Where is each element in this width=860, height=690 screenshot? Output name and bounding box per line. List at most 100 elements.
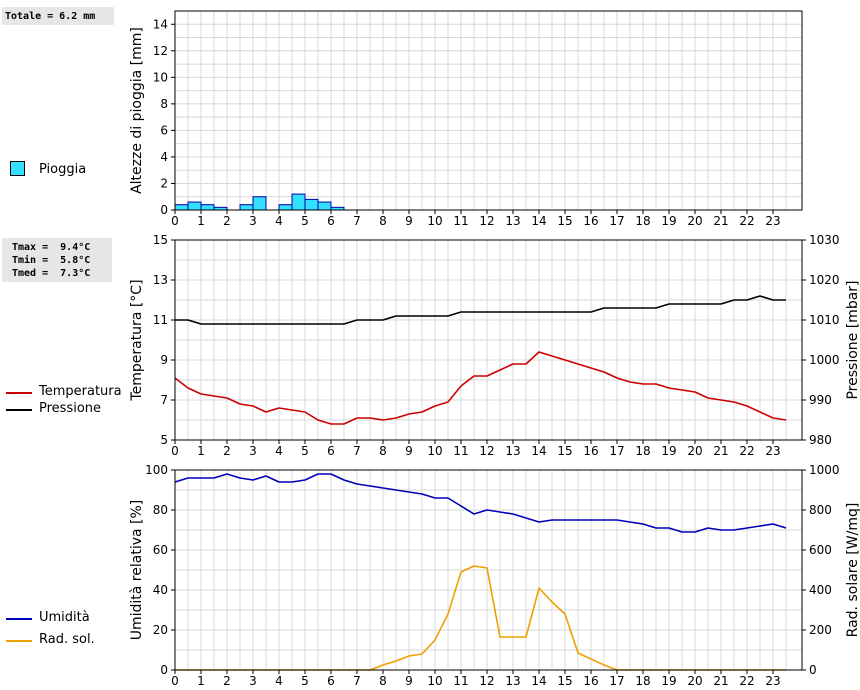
x-tick-label: 9 (405, 674, 413, 688)
x-tick-label: 12 (479, 674, 494, 688)
y2-tick-label: 1000 (809, 463, 840, 477)
x-tick-label: 17 (609, 444, 624, 458)
x-tick-label: 16 (583, 444, 598, 458)
x-tick-label: 4 (275, 444, 283, 458)
x-tick-label: 14 (531, 214, 546, 228)
y-tick-label: 20 (153, 623, 168, 637)
y2-tick-label: 1020 (809, 273, 840, 287)
x-tick-label: 5 (301, 444, 309, 458)
x-tick-label: 11 (453, 674, 468, 688)
y-tick-label: 4 (160, 150, 168, 164)
x-tick-label: 7 (353, 214, 361, 228)
y-axis-label-rain: Altezze di pioggia [mm] (129, 27, 145, 194)
x-tick-label: 11 (453, 214, 468, 228)
x-tick-label: 22 (739, 444, 754, 458)
x-tick-label: 1 (197, 444, 205, 458)
rain-bar (304, 198, 319, 211)
x-tick-label: 10 (427, 444, 442, 458)
legend-umidita-line (6, 618, 32, 620)
x-tick-label: 22 (739, 674, 754, 688)
x-tick-label: 21 (713, 674, 728, 688)
rain-bar (200, 204, 215, 211)
temperature-stats-box: Tmax = 9.4°C Tmin = 5.8°C Tmed = 7.3°C (2, 238, 112, 282)
x-tick-label: 5 (301, 214, 309, 228)
x-tick-label: 16 (583, 214, 598, 228)
legend-umidita-label: Umidità (39, 610, 90, 625)
legend-rain-swatch (10, 161, 25, 176)
x-tick-label: 4 (275, 214, 283, 228)
y2-tick-label: 1000 (809, 353, 840, 367)
x-tick-label: 23 (765, 444, 780, 458)
x-tick-label: 13 (505, 674, 520, 688)
x-tick-label: 19 (661, 214, 676, 228)
x-tick-label: 8 (379, 444, 387, 458)
x-tick-label: 15 (557, 674, 572, 688)
x-tick-label: 14 (531, 444, 546, 458)
y-tick-label: 80 (153, 503, 168, 517)
x-tick-label: 8 (379, 674, 387, 688)
x-tick-label: 0 (171, 214, 179, 228)
x-tick-label: 0 (171, 444, 179, 458)
y-tick-label: 5 (160, 433, 168, 447)
legend-rain-label: Pioggia (39, 162, 87, 177)
x-tick-label: 2 (223, 444, 231, 458)
x-tick-label: 5 (301, 674, 309, 688)
x-tick-label: 21 (713, 444, 728, 458)
x-tick-label: 0 (171, 674, 179, 688)
y-tick-label: 6 (160, 123, 168, 137)
legend-pressione-label: Pressione (39, 401, 102, 416)
legend-pressione-line (6, 409, 32, 411)
tmed-text: Tmed = 7.3°C (12, 268, 91, 279)
y2-tick-label: 400 (809, 583, 832, 597)
y-axis-label-temp: Temperatura [°C] (129, 279, 145, 401)
x-tick-label: 4 (275, 674, 283, 688)
y2-tick-label: 600 (809, 543, 832, 557)
x-tick-label: 23 (765, 214, 780, 228)
y-tick-label: 10 (153, 70, 168, 84)
x-tick-label: 23 (765, 674, 780, 688)
x-tick-label: 3 (249, 444, 257, 458)
y2-tick-label: 200 (809, 623, 832, 637)
x-tick-label: 1 (197, 674, 205, 688)
x-tick-label: 11 (453, 444, 468, 458)
x-tick-label: 3 (249, 674, 257, 688)
x-tick-label: 15 (557, 444, 572, 458)
series-line-umidit (174, 473, 787, 533)
rain-total-text: Totale = 6.2 mm (5, 11, 96, 22)
rain-bar (174, 204, 189, 211)
y-tick-label: 100 (145, 463, 168, 477)
y-tick-label: 8 (160, 97, 168, 111)
y-tick-label: 13 (153, 273, 168, 287)
y2-axis-label-hum: Rad. solare [W/mq] (845, 503, 860, 638)
y-tick-label: 2 (160, 176, 168, 190)
x-tick-label: 9 (405, 214, 413, 228)
x-tick-label: 16 (583, 674, 598, 688)
x-tick-label: 9 (405, 444, 413, 458)
x-tick-label: 3 (249, 214, 257, 228)
legend-radsol-line (6, 640, 32, 642)
y-tick-label: 0 (160, 663, 168, 677)
x-tick-label: 17 (609, 214, 624, 228)
rain-bar (187, 201, 202, 211)
y2-tick-label: 990 (809, 393, 832, 407)
rain-bar (278, 204, 293, 211)
y2-tick-label: 800 (809, 503, 832, 517)
rain-bar (291, 193, 306, 211)
x-tick-label: 10 (427, 214, 442, 228)
x-tick-label: 2 (223, 674, 231, 688)
x-tick-label: 13 (505, 444, 520, 458)
y-tick-label: 60 (153, 543, 168, 557)
legend-radsol-label: Rad. sol. (39, 632, 95, 647)
rain-total-box: Totale = 6.2 mm (2, 7, 114, 25)
legend-temperatura-line (6, 392, 32, 394)
series-line-temperatura (174, 351, 787, 425)
y-tick-label: 14 (153, 17, 168, 31)
x-tick-label: 12 (479, 214, 494, 228)
x-tick-label: 7 (353, 444, 361, 458)
x-tick-label: 1 (197, 214, 205, 228)
x-tick-label: 18 (635, 214, 650, 228)
x-tick-label: 15 (557, 214, 572, 228)
x-tick-label: 20 (687, 674, 702, 688)
series-line-pressione (175, 295, 786, 325)
